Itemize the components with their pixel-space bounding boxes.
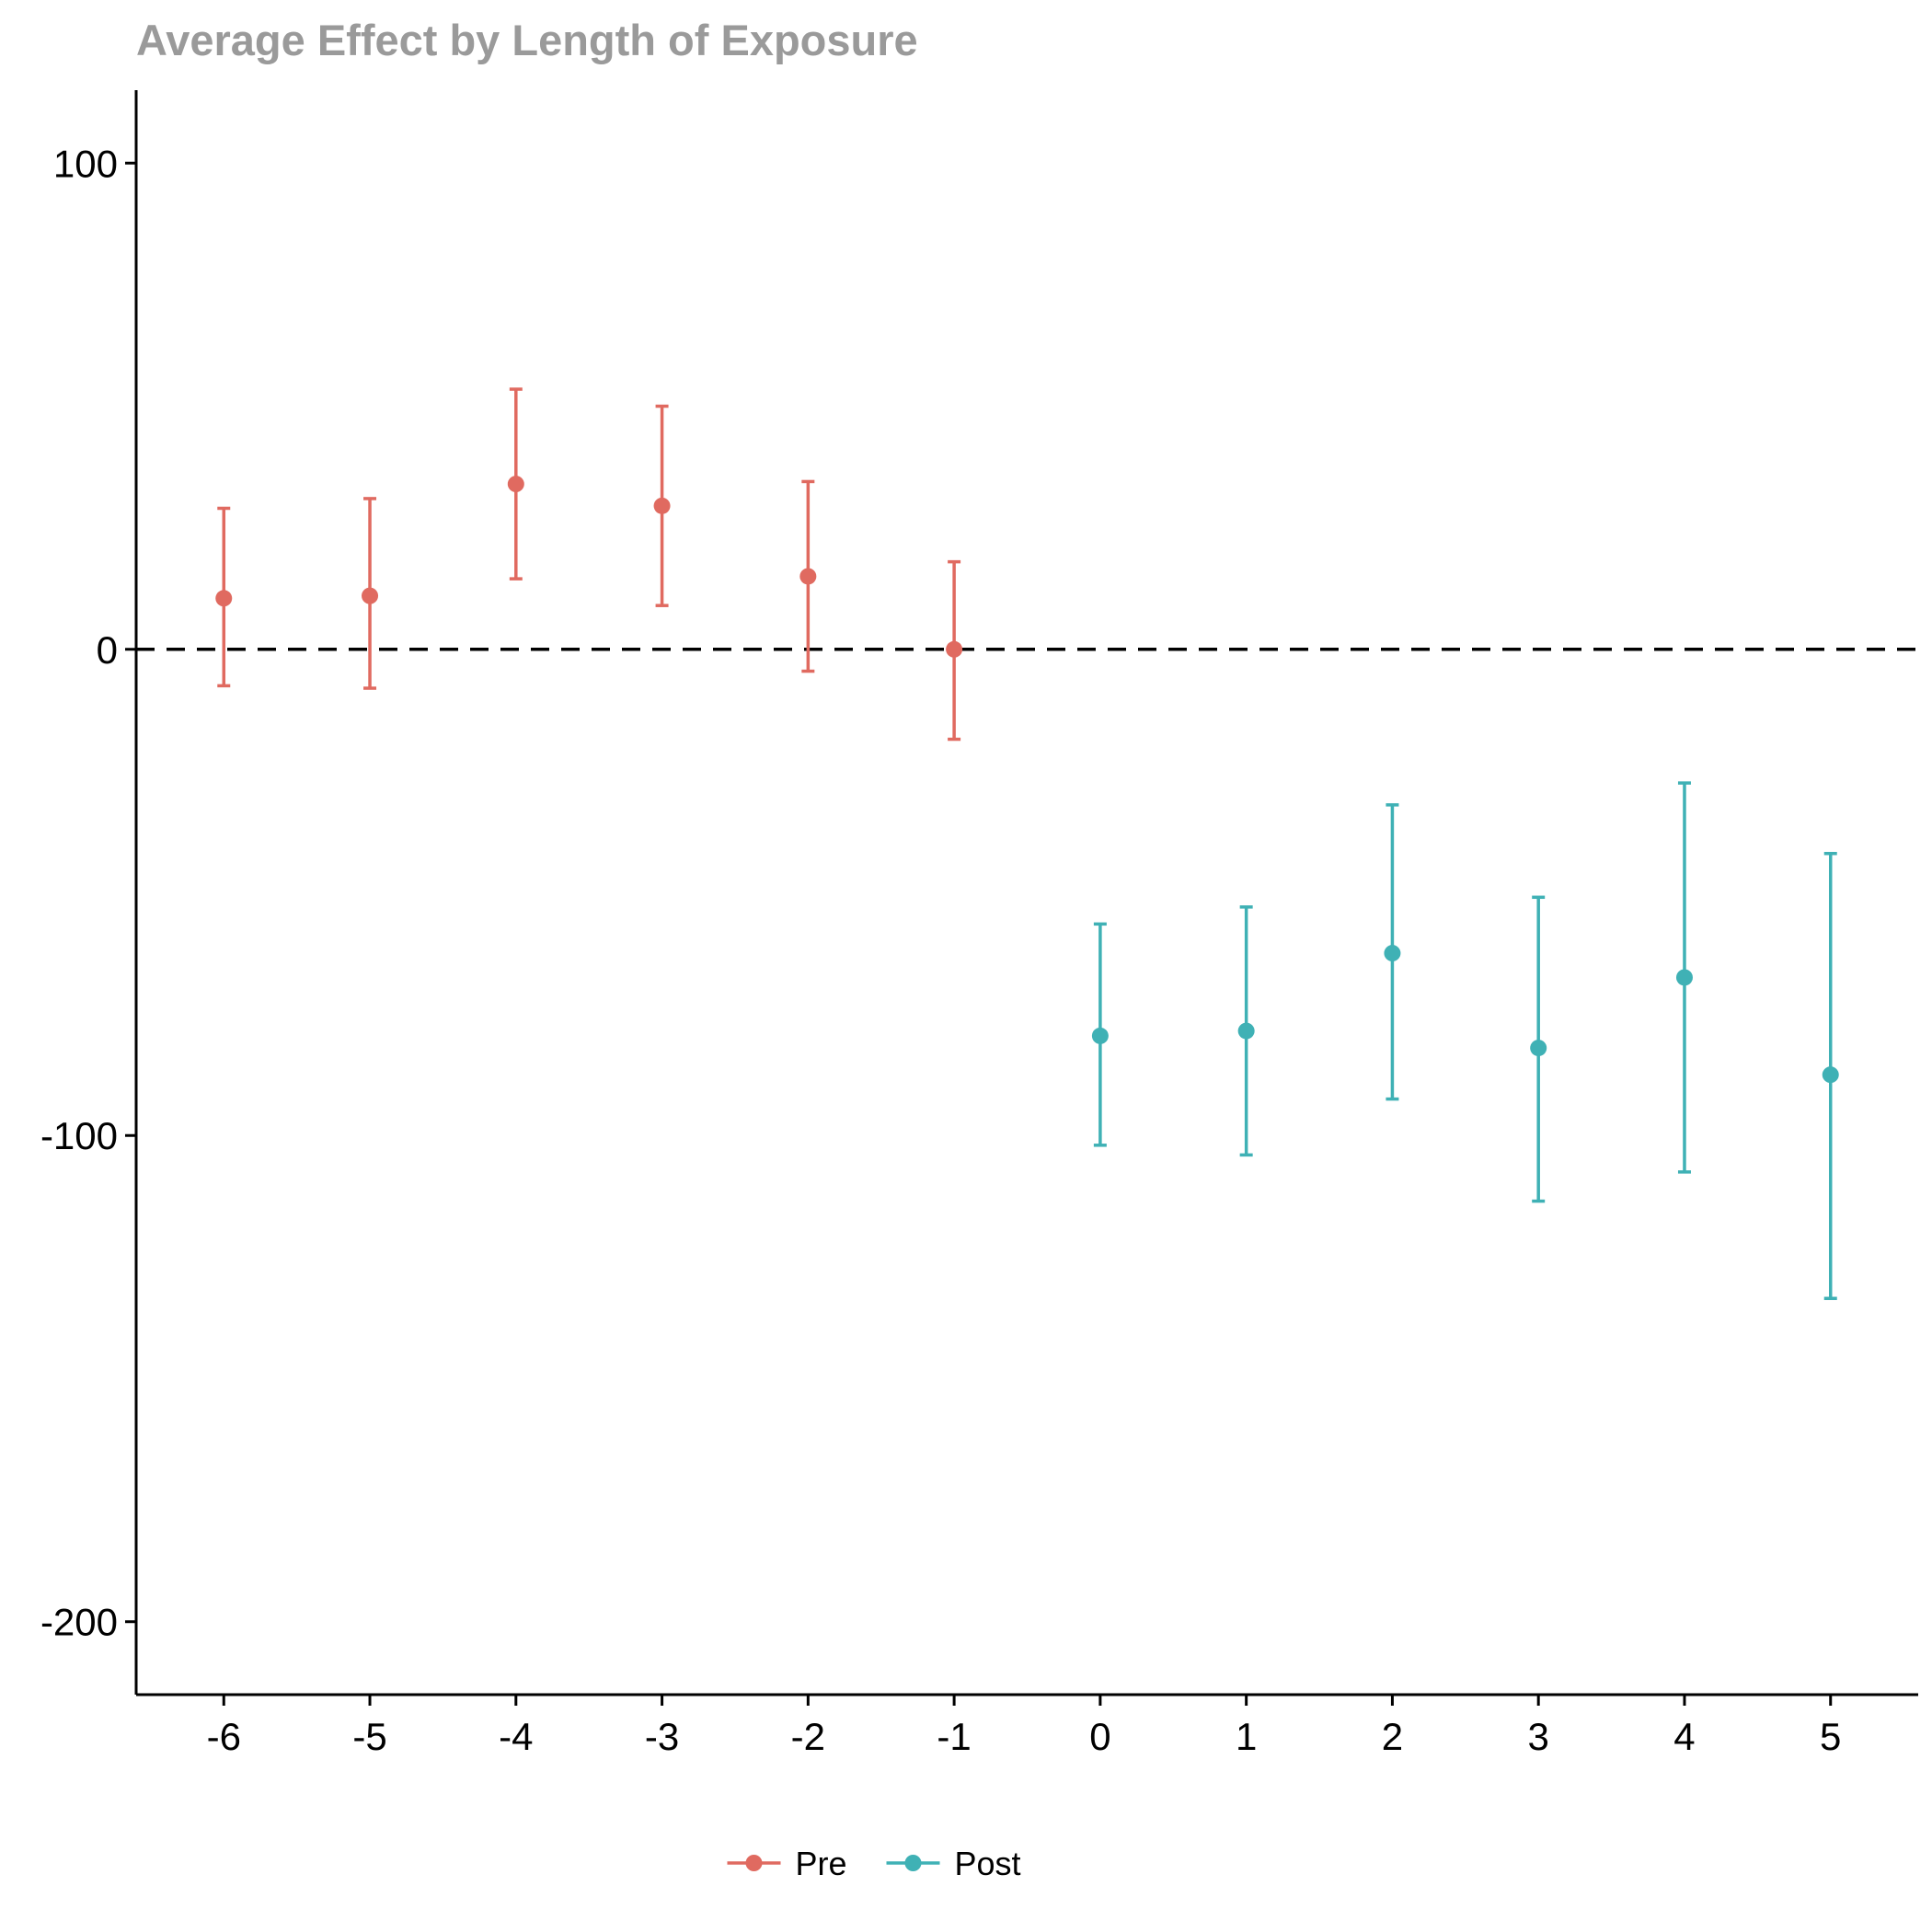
legend-label: Post — [955, 1845, 1021, 1882]
x-tick-label: 3 — [1528, 1715, 1549, 1758]
y-tick-label: -100 — [40, 1114, 118, 1157]
data-point — [1530, 1040, 1547, 1057]
legend-key-point — [745, 1855, 763, 1871]
x-tick-label: -6 — [207, 1715, 241, 1758]
data-point — [215, 590, 233, 607]
x-tick-label: -3 — [645, 1715, 679, 1758]
legend-key-point — [904, 1855, 922, 1871]
data-point — [1384, 945, 1401, 962]
data-point — [1091, 1027, 1109, 1044]
data-point — [1675, 969, 1693, 986]
data-point — [362, 587, 379, 604]
x-tick-label: 0 — [1089, 1715, 1110, 1758]
x-tick-label: 1 — [1236, 1715, 1257, 1758]
data-point — [1237, 1022, 1255, 1040]
data-point — [653, 497, 671, 514]
x-tick-label: -5 — [352, 1715, 386, 1758]
y-tick-label: 0 — [97, 628, 118, 672]
x-tick-label: -4 — [499, 1715, 533, 1758]
chart-title: Average Effect by Length of Exposure — [136, 16, 918, 64]
x-tick-label: -1 — [937, 1715, 971, 1758]
y-tick-label: 100 — [53, 142, 118, 185]
legend-label: Pre — [796, 1845, 847, 1882]
data-point — [799, 568, 817, 585]
x-tick-label: 4 — [1673, 1715, 1695, 1758]
x-tick-label: 2 — [1382, 1715, 1403, 1758]
y-tick-label: -200 — [40, 1601, 118, 1644]
x-tick-label: 5 — [1820, 1715, 1841, 1758]
x-tick-label: -2 — [791, 1715, 825, 1758]
data-point — [1822, 1066, 1839, 1084]
data-point — [507, 476, 524, 493]
data-point — [946, 640, 963, 658]
